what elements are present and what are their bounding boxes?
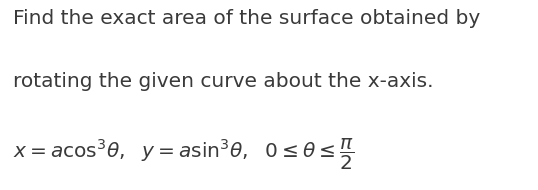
Text: $x = a\cos^3\!\theta,\ \ y = a\sin^3\!\theta,\ \ 0 \leq \theta \leq \dfrac{\pi}{: $x = a\cos^3\!\theta,\ \ y = a\sin^3\!\t… — [13, 137, 355, 172]
Text: Find the exact area of the surface obtained by: Find the exact area of the surface obtai… — [13, 10, 480, 28]
Text: rotating the given curve about the x-axis.: rotating the given curve about the x-axi… — [13, 72, 434, 91]
